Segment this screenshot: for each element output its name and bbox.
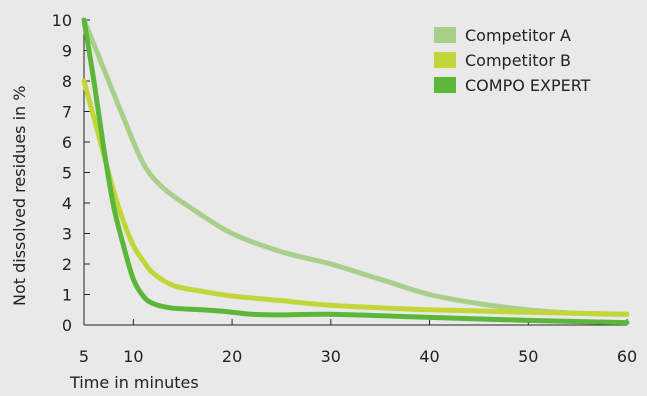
y-axis-title: Not dissolved residues in %: [10, 86, 29, 306]
y-tick-label: 0: [62, 316, 72, 335]
legend-label: Competitor A: [465, 26, 571, 45]
x-tick-label: 50: [518, 347, 538, 366]
y-tick-label: 10: [52, 11, 72, 30]
y-tick-label: 6: [62, 133, 72, 152]
legend-swatch: [434, 27, 456, 43]
legend-swatch: [434, 77, 456, 93]
y-tick-label: 8: [62, 72, 72, 91]
legend-label: COMPO EXPERT: [465, 76, 591, 95]
x-tick-label: 5: [79, 347, 89, 366]
y-tick-label: 7: [62, 103, 72, 122]
x-tick-label: 10: [123, 347, 143, 366]
y-tick-label: 3: [62, 225, 72, 244]
x-tick-label: 20: [222, 347, 242, 366]
y-tick-label: 4: [62, 194, 72, 213]
x-tick-label: 40: [419, 347, 439, 366]
y-tick-label: 1: [62, 286, 72, 305]
series-line-2: [84, 81, 627, 314]
y-tick-label: 9: [62, 42, 72, 61]
legend: Competitor A Competitor B COMPO EXPERT: [434, 26, 591, 95]
y-tick-label: 2: [62, 255, 72, 274]
legend-label: Competitor B: [465, 51, 571, 70]
x-ticks: 5 10 20 30 40 50 60: [79, 319, 637, 366]
legend-swatch: [434, 52, 456, 68]
x-axis-title: Time in minutes: [69, 373, 199, 392]
x-tick-label: 60: [617, 347, 637, 366]
y-tick-label: 5: [62, 164, 72, 183]
x-tick-label: 30: [321, 347, 341, 366]
